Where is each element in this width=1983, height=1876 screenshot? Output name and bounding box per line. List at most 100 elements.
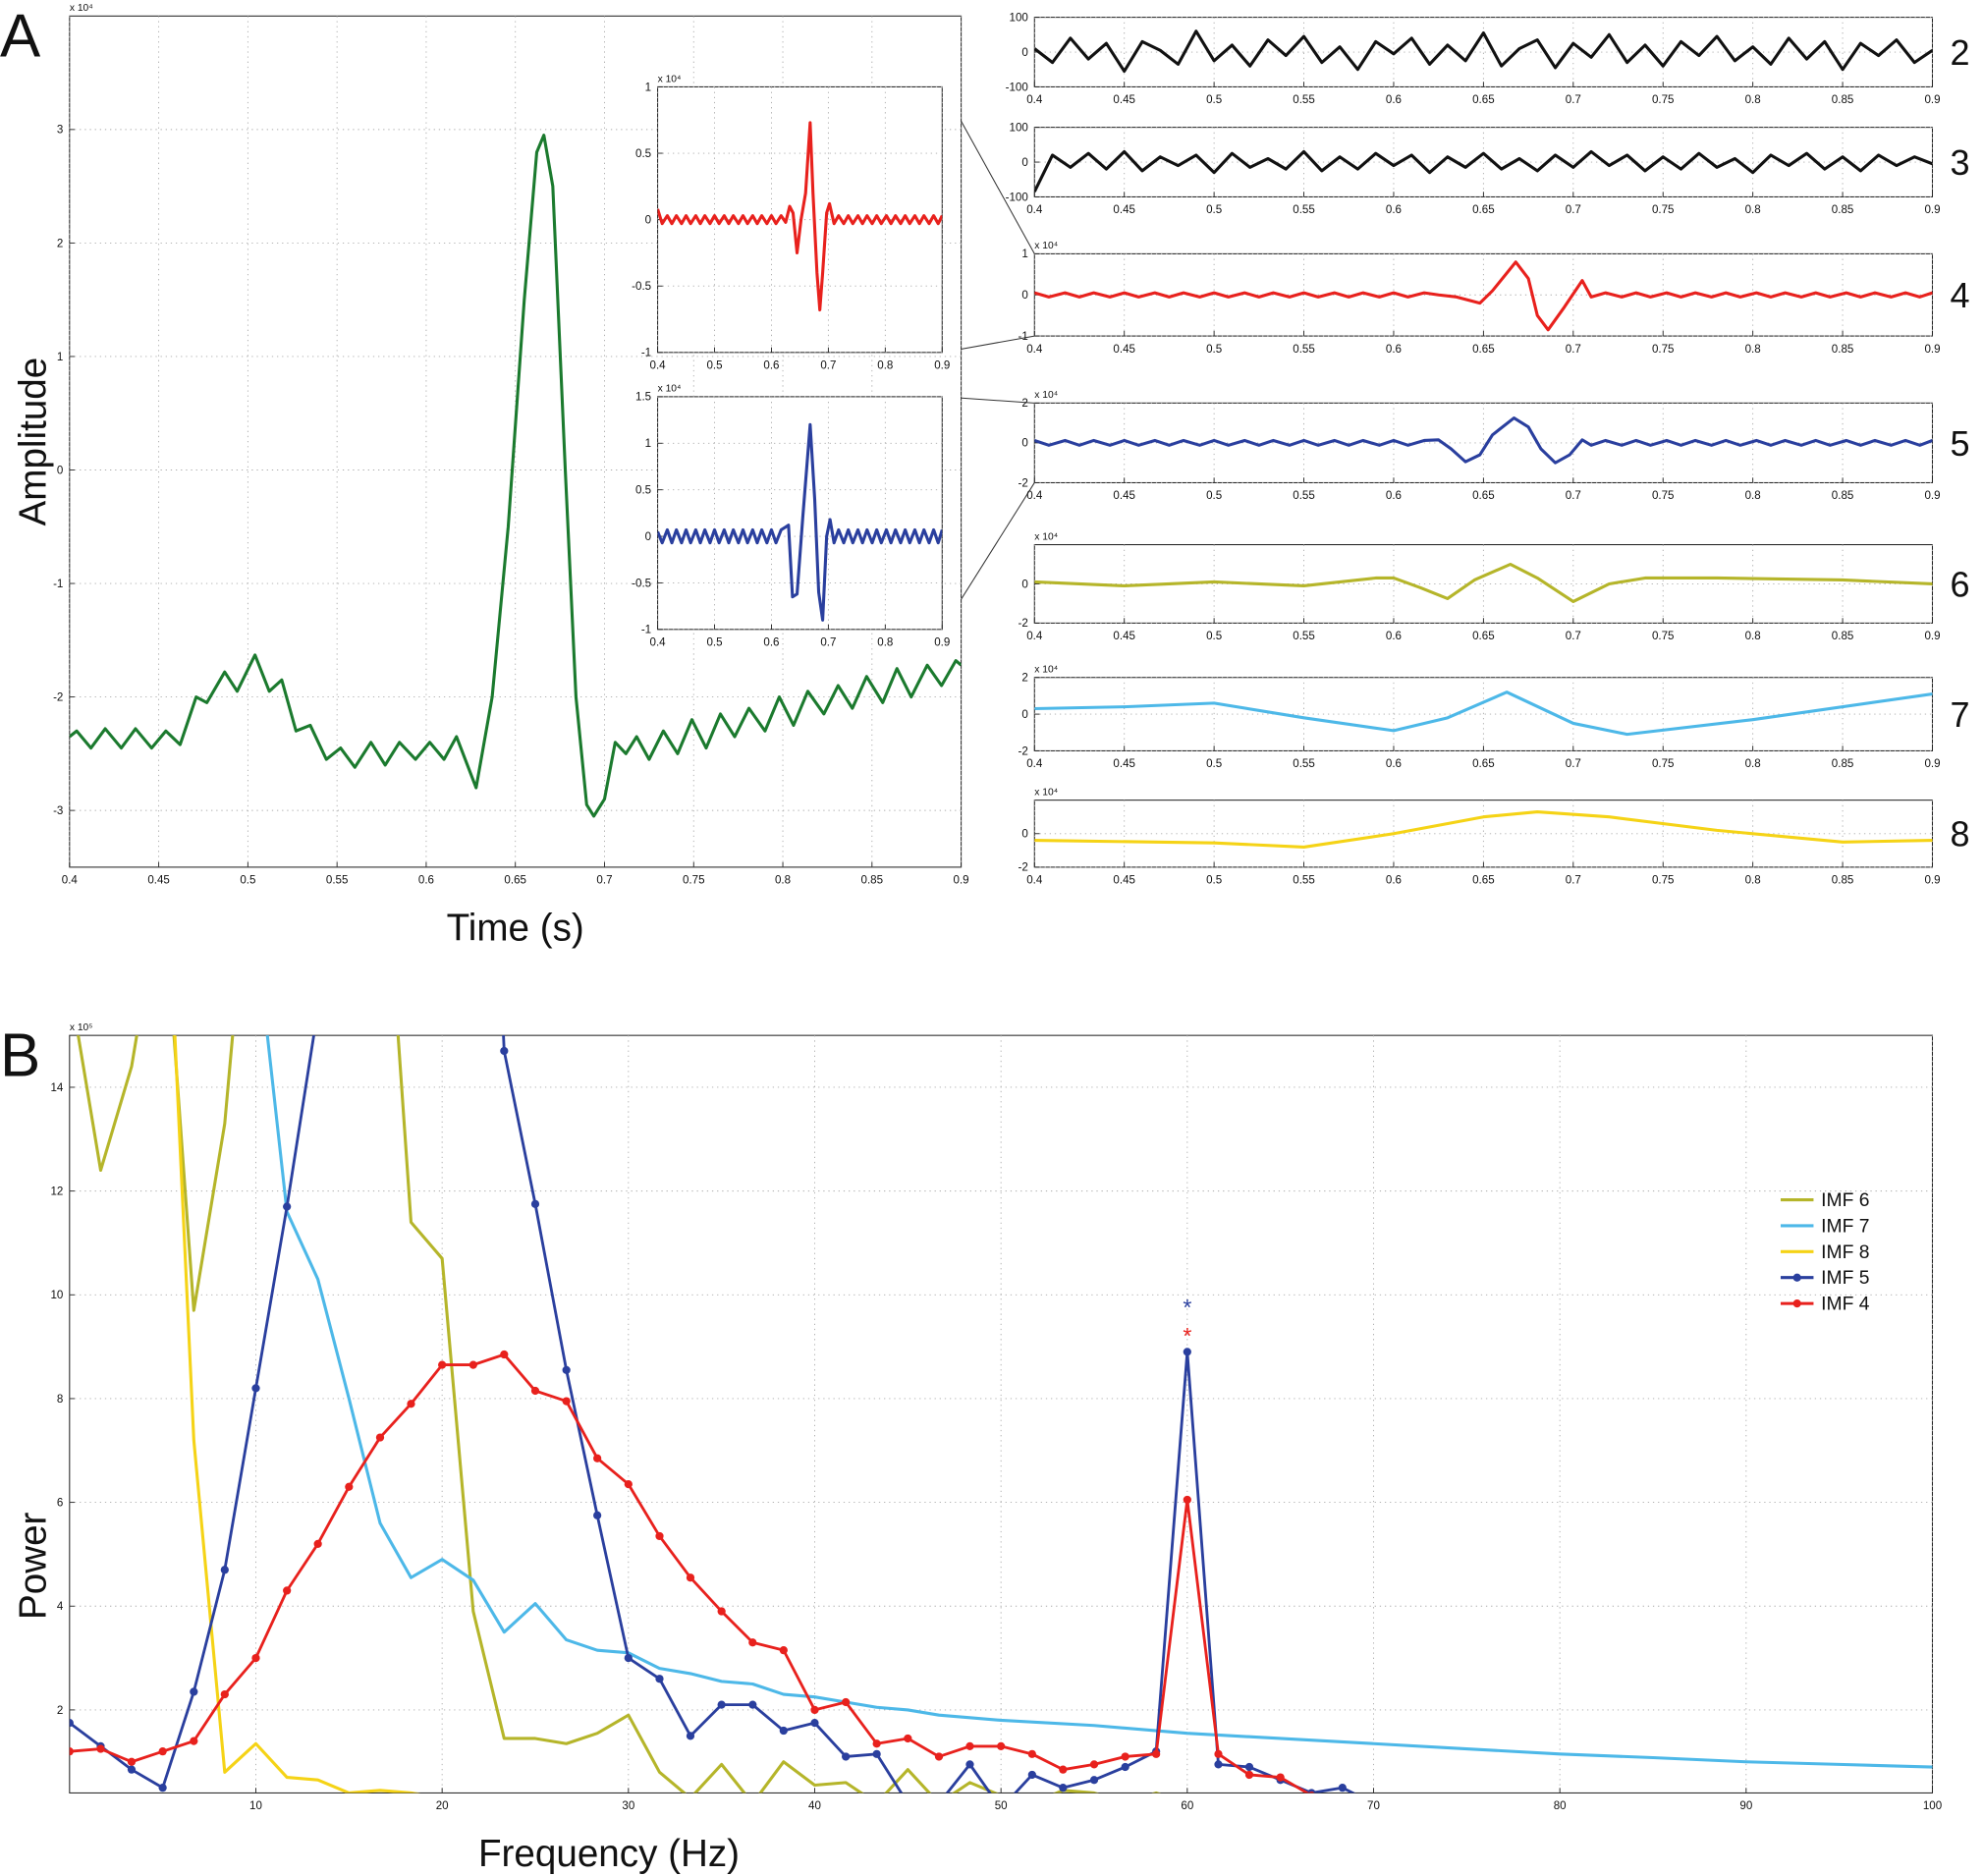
- y-tick-label: 10: [50, 1290, 63, 1301]
- y-tick-label: -1: [641, 348, 651, 359]
- x-tick-label: 0.75: [1652, 344, 1675, 356]
- x-tick-label: 0.6: [1386, 94, 1402, 106]
- y-tick-label: 0: [1021, 829, 1027, 841]
- x-tick-label: 0.9: [934, 360, 950, 372]
- data-point: [1276, 1773, 1285, 1782]
- x-tick-label: 0.65: [1472, 490, 1495, 502]
- x-axis-label: Time (s): [447, 908, 584, 950]
- y-tick-label: 0: [1021, 290, 1027, 302]
- x-tick-label: 0.4: [1026, 875, 1043, 887]
- data-point: [593, 1454, 602, 1462]
- x-tick-label: 0.5: [1206, 94, 1222, 106]
- data-point: [1338, 1784, 1347, 1793]
- y-tick-label: 0: [645, 214, 651, 226]
- data-line: [1034, 690, 1933, 737]
- x-tick-label: 0.6: [1386, 631, 1402, 642]
- y-tick-label: 100: [1010, 122, 1028, 134]
- x-tick-label: 0.8: [1745, 631, 1761, 642]
- y-tick-label: 0: [1021, 709, 1027, 721]
- axis-multiplier: x 10⁴: [1034, 531, 1058, 542]
- x-tick-label: 0.65: [1472, 204, 1495, 216]
- data-point: [1183, 1348, 1191, 1356]
- plot-area: [657, 396, 943, 631]
- data-line: [1034, 149, 1933, 193]
- data-point: [1214, 1760, 1223, 1769]
- x-tick-label: 0.55: [1293, 204, 1315, 216]
- x-tick-label: 0.45: [1113, 490, 1135, 502]
- x-tick-label: 0.7: [1566, 94, 1581, 106]
- y-tick-label: -1: [53, 579, 63, 590]
- data-point: [624, 1653, 633, 1663]
- y-tick-label: 0: [1021, 47, 1027, 59]
- x-tick-label: 0.4: [62, 875, 79, 887]
- data-point: [190, 1737, 198, 1745]
- y-tick-label: -2: [1019, 477, 1028, 489]
- x-tick-label: 0.55: [326, 875, 349, 887]
- data-point: [1121, 1752, 1129, 1761]
- y-tick-label: 1: [645, 438, 651, 450]
- x-tick-label: 0.5: [1206, 204, 1222, 216]
- x-tick-label: 0.5: [1206, 631, 1222, 642]
- annotation: *: [1183, 1295, 1191, 1320]
- x-tick-label: 50: [995, 1800, 1008, 1812]
- data-point: [468, 1360, 477, 1369]
- trace-label: 4: [1951, 275, 1970, 315]
- data-line: [77, 1035, 1162, 1793]
- x-tick-label: 0.45: [1113, 94, 1135, 106]
- y-tick-label: -2: [53, 691, 63, 703]
- x-tick-label: 0.7: [1566, 344, 1581, 356]
- x-tick-label: 0.75: [683, 875, 705, 887]
- x-tick-label: 20: [436, 1800, 449, 1812]
- x-tick-label: 90: [1739, 1800, 1752, 1812]
- data-point: [965, 1741, 974, 1751]
- y-tick-label: 4: [57, 1601, 64, 1613]
- x-tick-label: 0.5: [1206, 758, 1222, 770]
- axis-multiplier: x 10⁴: [1034, 241, 1058, 251]
- y-axis-label: Power: [12, 1512, 54, 1620]
- x-tick-label: 0.8: [1745, 344, 1761, 356]
- y-tick-label: 1: [1021, 248, 1027, 260]
- data-point: [686, 1732, 695, 1740]
- x-tick-label: 80: [1554, 1800, 1567, 1812]
- x-tick-label: 0.55: [1293, 490, 1315, 502]
- data-point: [1089, 1760, 1099, 1769]
- x-tick-label: 10: [249, 1800, 262, 1812]
- y-tick-label: 0: [645, 531, 651, 543]
- legend-label: IMF 6: [1821, 1190, 1869, 1211]
- data-line: [1034, 562, 1933, 603]
- x-tick-label: 0.5: [240, 875, 255, 887]
- trace-label: 3: [1951, 142, 1970, 183]
- data-point: [624, 1479, 633, 1489]
- x-tick-label: 40: [808, 1800, 821, 1812]
- y-tick-label: -3: [53, 805, 63, 817]
- x-tick-label: 0.55: [1293, 631, 1315, 642]
- data-point: [965, 1760, 974, 1769]
- x-tick-label: 0.4: [1026, 204, 1043, 216]
- axis-multiplier: x 10⁴: [1034, 665, 1058, 676]
- y-tick-label: 8: [57, 1394, 63, 1406]
- data-point: [283, 1586, 292, 1595]
- y-tick-label: 1: [57, 352, 63, 363]
- data-point: [127, 1757, 137, 1766]
- data-point: [500, 1350, 509, 1359]
- x-tick-label: 0.4: [650, 360, 667, 372]
- y-tick-label: 6: [57, 1497, 63, 1509]
- data-point: [779, 1646, 788, 1655]
- axis-multiplier: x 10⁴: [658, 384, 682, 395]
- x-tick-label: 0.55: [1293, 344, 1315, 356]
- data-point: [283, 1202, 292, 1211]
- x-tick-label: 0.6: [763, 360, 779, 372]
- x-tick-label: 0.8: [1745, 490, 1761, 502]
- y-tick-label: -100: [1006, 82, 1028, 93]
- x-tick-label: 0.7: [820, 360, 836, 372]
- data-line: [657, 121, 943, 312]
- x-tick-label: 0.65: [1472, 344, 1495, 356]
- x-tick-label: 0.55: [1293, 758, 1315, 770]
- data-point: [997, 1741, 1006, 1751]
- data-point: [655, 1675, 664, 1683]
- x-tick-label: 0.85: [1832, 94, 1854, 106]
- x-tick-label: 0.45: [1113, 204, 1135, 216]
- x-tick-label: 0.9: [1924, 94, 1940, 106]
- data-point: [1059, 1784, 1068, 1793]
- x-tick-label: 0.8: [1745, 758, 1761, 770]
